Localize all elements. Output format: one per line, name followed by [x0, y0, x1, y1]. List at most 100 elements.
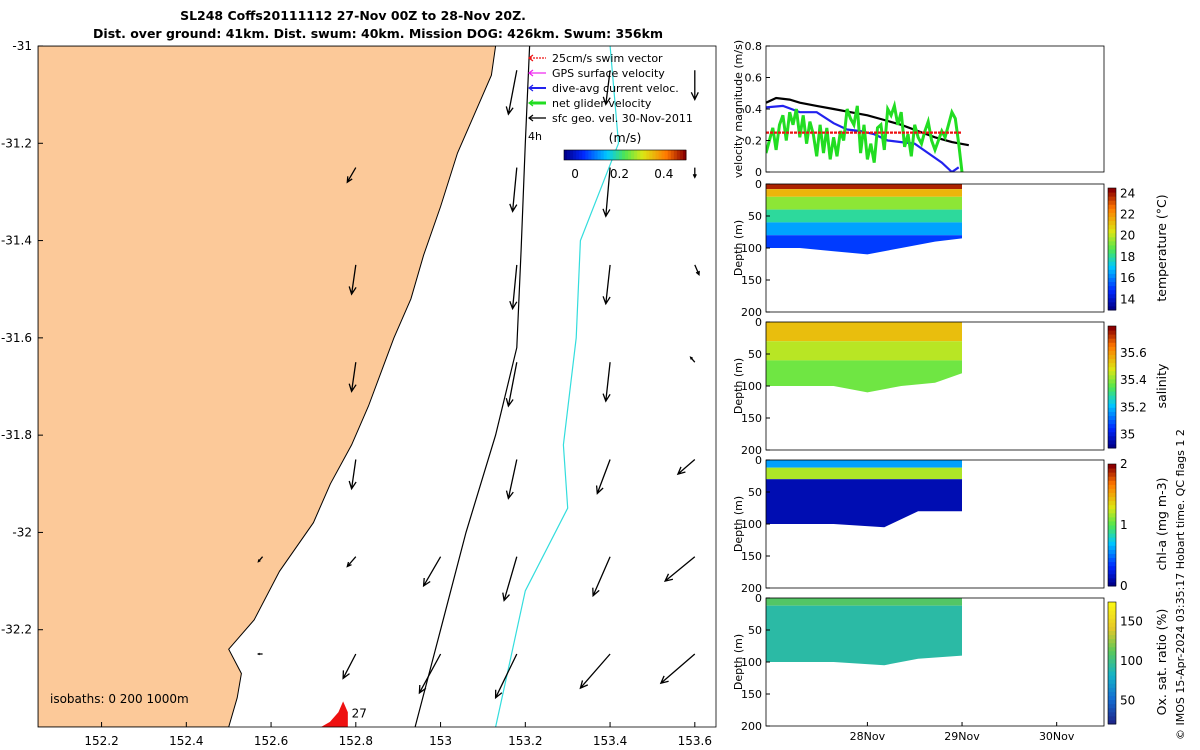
map-colorbar-swatch: [655, 150, 660, 160]
section-colorbar-swatch: [1108, 630, 1116, 636]
section-colorbar-swatch: [1108, 220, 1116, 226]
section-colorbar-swatch: [1108, 618, 1116, 623]
map-colorbar-swatch: [564, 150, 568, 160]
section-colorbar-swatch: [1108, 216, 1116, 222]
section-colorbar-swatch: [1108, 297, 1116, 303]
map-colorbar-swatch: [625, 150, 629, 160]
section-colorbar-swatch: [1108, 496, 1116, 502]
map-x-tick-label: 153.6: [678, 734, 712, 748]
map-colorbar-swatch: [628, 150, 632, 160]
section-colorbar-swatch: [1108, 638, 1116, 644]
map-colorbar-swatch: [585, 150, 589, 160]
section-colorbar-tick: 0: [1120, 579, 1128, 593]
section-colorbar-swatch: [1108, 257, 1116, 262]
map-y-tick-label: -32.2: [1, 623, 32, 637]
section-colorbar-swatch: [1108, 443, 1116, 449]
section-colorbar-swatch: [1108, 516, 1116, 522]
section-colorbar-swatch: [1108, 204, 1116, 209]
section-colorbar-swatch: [1108, 200, 1116, 205]
map-colorbar-swatch: [664, 150, 669, 160]
geo-velocity-arrow: [494, 653, 518, 700]
section-layer: [766, 222, 963, 236]
section-colorbar-swatch: [1108, 614, 1116, 619]
section-y-tick: 0: [755, 178, 762, 191]
velocity-series-1: [766, 104, 960, 172]
map-colorbar-tick: 0.2: [610, 167, 629, 181]
section-colorbar-swatch: [1108, 533, 1116, 538]
map-colorbar-tick: 0: [571, 167, 579, 181]
legend-arrowhead: [528, 69, 534, 77]
section-colorbar-tick: 35.4: [1120, 373, 1147, 387]
section-colorbar-swatch: [1108, 427, 1116, 433]
map-colorbar-swatch: [652, 150, 656, 160]
map-colorbar-swatch: [600, 150, 605, 160]
legend-arrowhead: [528, 84, 534, 92]
legend-entry: sfc geo. vel. 30-Nov-2011: [552, 112, 693, 125]
section-colorbar-swatch: [1108, 411, 1116, 416]
section-colorbar-swatch: [1108, 476, 1116, 481]
section-colorbar-swatch: [1108, 431, 1116, 437]
section-ylabel: Depth (m): [732, 220, 745, 276]
section-colorbar-swatch: [1108, 541, 1116, 546]
section-colorbar-swatch: [1108, 520, 1116, 526]
section-y-tick: 150: [741, 412, 762, 425]
section-colorbar-swatch: [1108, 403, 1116, 408]
map-colorbar-swatch: [582, 150, 586, 160]
map-colorbar-swatch: [682, 150, 687, 160]
map-y-tick-label: -32: [12, 525, 32, 539]
map-colorbar-swatch: [679, 150, 684, 160]
section-colorbar-swatch: [1108, 529, 1116, 534]
map-y-tick-label: -31.4: [1, 234, 32, 248]
section-colorbar-swatch: [1108, 240, 1116, 246]
map-colorbar-swatch: [576, 150, 580, 160]
section-colorbar-swatch: [1108, 391, 1116, 396]
map-colorbar-swatch: [603, 150, 608, 160]
section-colorbar-tick: 20: [1120, 229, 1135, 243]
section-field: [766, 322, 963, 393]
map-colorbar-swatch: [570, 150, 574, 160]
section-colorbar-swatch: [1108, 366, 1116, 372]
map-colorbar-swatch: [637, 150, 641, 160]
section-colorbar-swatch: [1108, 646, 1116, 652]
geo-velocity-arrow: [509, 264, 518, 311]
map-colorbar-swatch: [573, 150, 577, 160]
section-colorbar-swatch: [1108, 715, 1116, 721]
section-colorbar-swatch: [1108, 711, 1116, 717]
map-colorbar-swatch: [606, 150, 611, 160]
section-colorbar-swatch: [1108, 472, 1116, 477]
section-colorbar-swatch: [1108, 350, 1116, 355]
section-layer: [766, 322, 963, 342]
section-colorbar-swatch: [1108, 695, 1116, 701]
map-y-tick-label: -31.6: [1, 331, 32, 345]
section-y-tick: 0: [755, 316, 762, 329]
section-x-tick: 30Nov: [1039, 730, 1075, 743]
map-x-tick-label: 152.4: [169, 734, 203, 748]
section-colorbar-swatch: [1108, 484, 1116, 489]
section-colorbar-swatch: [1108, 549, 1116, 554]
map-colorbar-swatch: [661, 150, 666, 160]
section-colorbar-swatch: [1108, 330, 1116, 335]
map-colorbar-swatch: [649, 150, 653, 160]
map-colorbar-swatch: [673, 150, 678, 160]
legend-entry: dive-avg current veloc.: [552, 82, 679, 95]
title-line-2: Dist. over ground: 41km. Dist. swum: 40k…: [93, 26, 663, 41]
map-colorbar-swatch: [588, 150, 592, 160]
section-colorbar-tick: 18: [1120, 250, 1135, 264]
section-colorbar-swatch: [1108, 423, 1116, 429]
geo-velocity-arrow: [418, 653, 442, 695]
legend-interval-label: 4h: [528, 130, 542, 143]
section-layer: [766, 605, 963, 666]
section-layer: [766, 184, 963, 190]
section-y-tick: 50: [748, 210, 762, 223]
isobath-1000m: [495, 46, 620, 727]
section-colorbar-tick: 16: [1120, 271, 1135, 285]
section-colorbar-frame: [1107, 463, 1117, 587]
section-colorbar-swatch: [1108, 634, 1116, 640]
section-layer: [766, 360, 963, 393]
section-colorbar-tick: 35.6: [1120, 346, 1147, 360]
map-colorbar-swatch: [579, 150, 583, 160]
section-y-tick: 50: [748, 348, 762, 361]
track-label: 27: [352, 706, 367, 720]
section-colorbar-swatch: [1108, 707, 1116, 713]
map-y-tick-label: -31.8: [1, 428, 32, 442]
